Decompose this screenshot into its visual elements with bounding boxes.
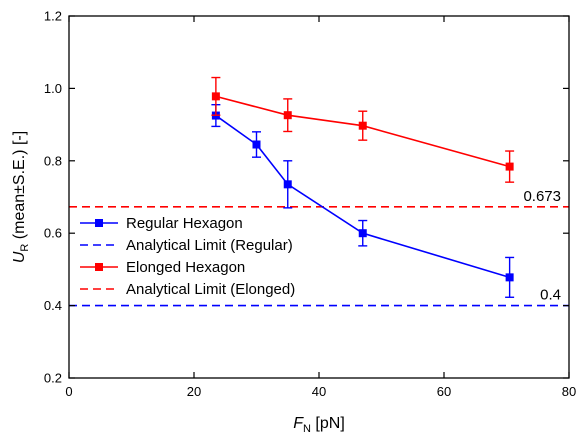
legend-label: Regular Hexagon [126,215,243,232]
y-axis-label: UR (mean±S.E.) [-] [11,131,31,263]
reference-line-label: 0.673 [523,188,561,205]
y-axis-label-sub: R [19,244,31,252]
x-tick-label: 20 [187,384,201,399]
x-axis-label-main: F [293,415,304,432]
plot-layer: 0.4 0.673 [69,76,569,307]
series-line [215,95,510,168]
legend: Regular Hexagon Analytical Limit (Regular… [80,215,295,298]
y-axis-label-main: U [11,251,28,263]
legend-label: Analytical Limit (Regular) [126,237,293,254]
reference-line-label: 0.4 [540,287,561,304]
x-axis-label-sub: N [303,423,311,435]
x-tick-label: 40 [312,384,326,399]
data-point [283,180,292,189]
legend-label: Analytical Limit (Elonged) [126,281,295,298]
data-point [252,140,261,149]
x-tick-label: 0 [65,384,72,399]
y-tick-label: 0.6 [44,226,62,241]
data-point [505,273,514,282]
legend-swatch-marker [95,263,103,271]
y-axis-label-unit: (mean±S.E.) [-] [11,131,28,244]
x-axis-label-unit: [pN] [311,415,345,432]
legend-swatch-marker [95,219,103,227]
y-tick-label: 1.2 [44,9,62,24]
y-tick-label: 0.8 [44,153,62,168]
y-tick-label: 0.4 [44,298,62,313]
plot-frame [68,15,570,379]
x-axis-label: FN [pN] [293,415,345,435]
data-point [505,162,514,171]
x-tick-label: 60 [437,384,451,399]
data-point [358,229,367,238]
legend-label: Elonged Hexagon [126,259,245,276]
y-tick-label: 0.2 [44,371,62,386]
data-point [283,111,292,120]
data-point [358,121,367,130]
y-tick-label: 1.0 [44,81,62,96]
axes-layer: 0 20 40 60 80 0.2 0.4 0.6 0.8 1.0 1.2 [44,9,576,400]
data-point [211,92,220,101]
x-tick-label: 80 [562,384,576,399]
